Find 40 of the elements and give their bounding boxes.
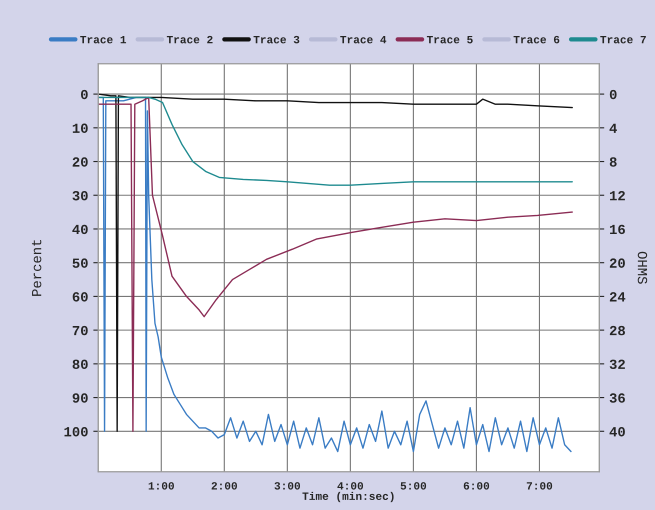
legend-label: Trace 2 (166, 36, 213, 44)
legend-label: Trace 1 (80, 36, 126, 44)
legend-label: Trace 7 (600, 36, 646, 44)
y-tick-label: 0 (80, 90, 88, 100)
y2-tick-label: 8 (610, 157, 617, 167)
y-tick-label: 80 (72, 360, 88, 370)
legend-label: Trace 4 (340, 36, 386, 44)
legend-label: Trace 3 (254, 36, 300, 44)
y2-tick-label: 24 (610, 292, 626, 302)
x-tick-label: 4:00 (337, 482, 364, 490)
line-series (98, 96, 573, 186)
y-tick-label: 90 (72, 393, 88, 403)
x-tick-label: 1:00 (148, 482, 174, 490)
y2-tick-label: 4 (610, 124, 617, 133)
x-axis-title: Time (min:sec) (302, 492, 394, 502)
y2-tick-label: 20 (610, 258, 625, 268)
y-tick-label: 10 (72, 124, 88, 133)
y-tick-label: 60 (72, 292, 88, 302)
x-tick-label: 2:00 (212, 482, 237, 490)
x-tick-label: 7:00 (526, 482, 552, 490)
x-tick-label: 3:00 (274, 482, 300, 490)
y2-tick-label: 16 (610, 224, 625, 234)
x-tick-label: 6:00 (464, 482, 490, 490)
y-tick-label: 40 (72, 224, 88, 234)
y2-axis-title: OHMS (638, 252, 648, 284)
y2-tick-label: 40 (610, 427, 625, 436)
x-tick-label: 5:00 (400, 482, 426, 490)
legend-label: Trace 6 (514, 36, 560, 44)
y-tick-label: 50 (72, 258, 88, 268)
y2-tick-label: 12 (610, 190, 625, 200)
y2-tick-label: 28 (610, 326, 625, 336)
y-tick-label: 20 (72, 157, 88, 167)
y-tick-label: 30 (72, 190, 88, 200)
y2-tick-label: 36 (610, 393, 625, 403)
y-tick-label: 70 (72, 326, 88, 336)
legend-label: Trace 5 (426, 36, 473, 44)
y2-tick-label: 32 (610, 360, 625, 370)
y2-tick-label: 0 (610, 90, 617, 100)
y-tick-label: 100 (64, 427, 88, 436)
y-axis-title: Percent (32, 240, 42, 296)
